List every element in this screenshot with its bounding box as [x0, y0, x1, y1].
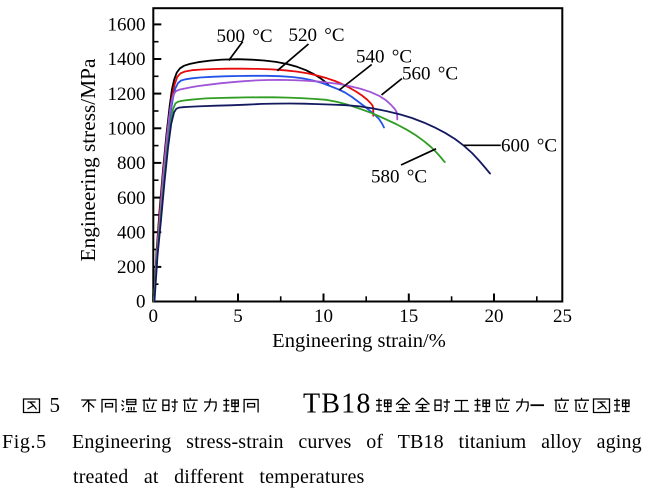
svg-text:400: 400 [117, 222, 146, 243]
svg-text:10: 10 [314, 306, 333, 327]
svg-text:600: 600 [117, 188, 146, 209]
svg-text:1600: 1600 [108, 15, 146, 36]
svg-text:treated at different temperatu: treated at different temperatures [73, 466, 365, 488]
svg-text:25: 25 [553, 306, 572, 327]
svg-text:580 °C: 580 °C [371, 166, 427, 187]
svg-text:0: 0 [136, 292, 146, 313]
svg-text:1400: 1400 [108, 49, 146, 70]
svg-text:0: 0 [149, 306, 159, 327]
svg-text:500 °C: 500 °C [216, 26, 272, 47]
svg-text:600 °C: 600 °C [501, 136, 557, 157]
svg-text:TB18: TB18 [303, 389, 372, 420]
svg-text:520 °C: 520 °C [288, 25, 344, 46]
svg-text:5: 5 [50, 393, 61, 417]
svg-text:5: 5 [233, 306, 243, 327]
svg-text:15: 15 [399, 306, 418, 327]
svg-text:Engineering strain/%: Engineering strain/% [272, 330, 446, 352]
svg-text:1000: 1000 [108, 119, 146, 140]
svg-text:200: 200 [117, 257, 146, 278]
svg-text:560 °C: 560 °C [402, 63, 458, 84]
svg-text:540 °C: 540 °C [356, 46, 412, 67]
svg-text:800: 800 [117, 153, 146, 174]
svg-text:20: 20 [485, 306, 504, 327]
svg-text:1200: 1200 [108, 84, 146, 105]
svg-text:Engineering stress/MPa: Engineering stress/MPa [76, 58, 100, 261]
svg-text:Fig.5: Fig.5 [2, 431, 47, 453]
svg-text:Engineering stress-strain curv: Engineering stress-strain curves of TB18… [72, 431, 642, 453]
